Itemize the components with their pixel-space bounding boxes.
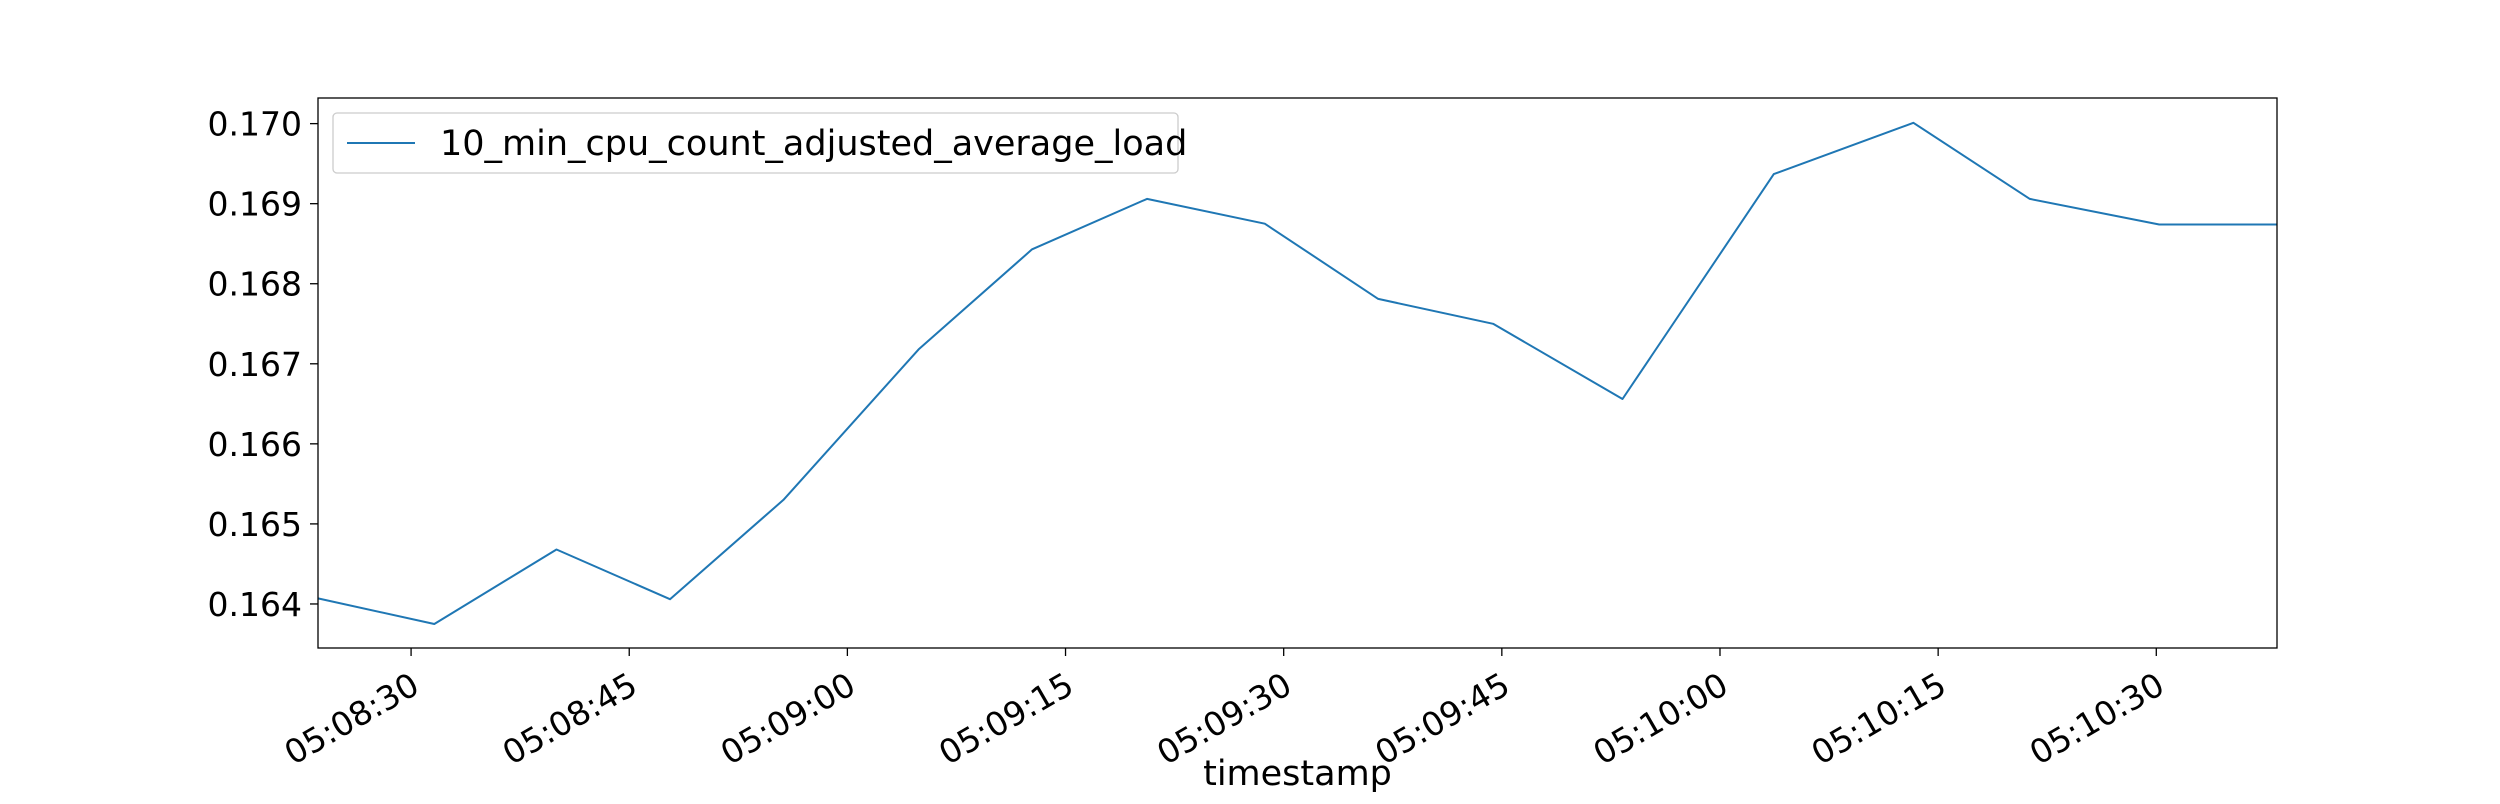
axes-layer: 0.164 0.165 0.166 0.167 0.168 0.169 0.170 05:08… bbox=[208, 105, 2171, 773]
y-tick-label: 0.168 bbox=[208, 265, 302, 304]
y-tick-label: 0.166 bbox=[208, 425, 302, 464]
x-tick-label: 05:09:00 bbox=[714, 665, 862, 773]
plot-layer bbox=[317, 121, 2277, 625]
plot-frame bbox=[317, 97, 2278, 649]
y-tick-label: 0.164 bbox=[208, 585, 302, 624]
y-tick-label: 0.165 bbox=[208, 505, 302, 544]
x-tick-label: 05:08:30 bbox=[278, 665, 426, 773]
series-line bbox=[317, 121, 2277, 625]
x-axis-label: timestamp bbox=[1203, 754, 1392, 794]
x-tick-label: 05:09:15 bbox=[932, 665, 1080, 773]
y-tick-label: 0.170 bbox=[208, 105, 302, 144]
legend: 10_min_cpu_count_adjusted_average_load bbox=[332, 112, 1187, 174]
x-tick-label: 05:10:15 bbox=[1805, 665, 1953, 773]
legend-label: 10_min_cpu_count_adjusted_average_load bbox=[440, 124, 1187, 164]
x-tick-label: 05:08:45 bbox=[496, 665, 644, 773]
y-tick-label: 0.167 bbox=[208, 345, 302, 384]
x-tick-label: 05:10:30 bbox=[2023, 665, 2171, 773]
x-tick-label: 05:10:00 bbox=[1587, 665, 1735, 773]
y-tick-label: 0.169 bbox=[208, 185, 302, 224]
legend-box bbox=[332, 112, 1179, 174]
